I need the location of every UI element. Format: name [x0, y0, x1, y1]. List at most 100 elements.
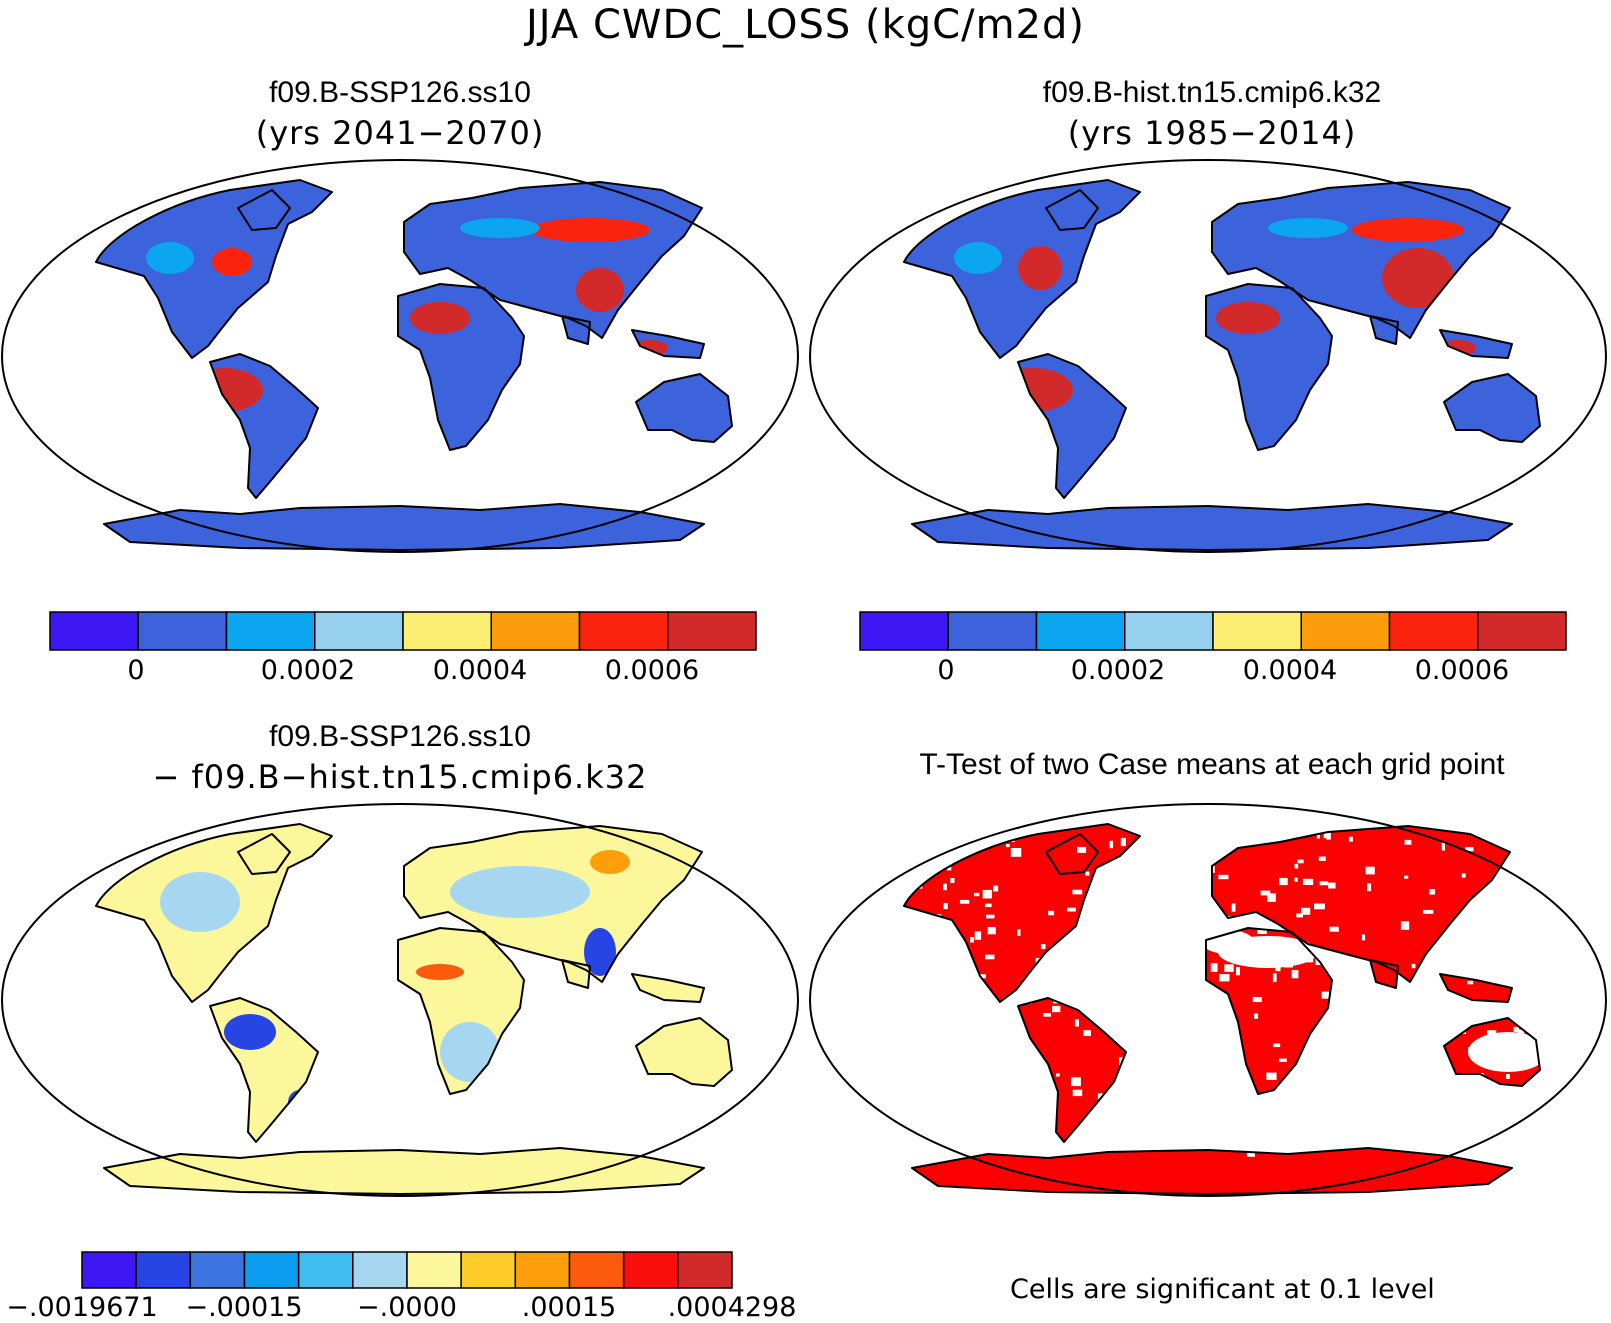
map-br-fill-insig-cell — [1367, 883, 1372, 892]
colorbar-tl-bin-2 — [225, 611, 316, 651]
map-br-fill-insig-cell — [1109, 840, 1114, 849]
map-br-fill-insig-cell — [1236, 1133, 1240, 1139]
map-tl-fill-region-2 — [576, 268, 624, 312]
map-br-fill-insig-cell — [1093, 1122, 1102, 1128]
map-tr-fill-region-2 — [1382, 248, 1454, 308]
map-br-fill-insig-cell — [1206, 835, 1211, 843]
map-tr-fill-region-7 — [954, 242, 1002, 274]
map-br-fill-insig-cell — [1107, 995, 1112, 1002]
map-br-fill-insig-cell — [1072, 1089, 1083, 1097]
map-bl-fill-region-4 — [590, 850, 630, 874]
map-br-fill-insig-cell — [1056, 986, 1061, 991]
colorbar-bl-bin-0 — [81, 1251, 137, 1289]
panel-tr-subtitle: (yrs 1985−2014) — [1067, 114, 1357, 152]
colorbar-bl-bin-9 — [568, 1251, 625, 1289]
map-tl-fill-region-8 — [460, 218, 540, 238]
map-br-fill-insig-cell — [1288, 955, 1293, 959]
map-br-fill-insig-cell — [1348, 836, 1353, 842]
map-br-fill-insig-cell — [983, 1063, 992, 1073]
map-tl-border — [1, 159, 799, 553]
map-br-fill-insig-cell — [1219, 974, 1230, 982]
map-br-fill-insig-cell — [1060, 983, 1064, 990]
map-bl-fill — [95, 823, 733, 1195]
map-br-fill-insig-cell — [1441, 842, 1445, 851]
map-br-fill-insig-cell — [1456, 1095, 1463, 1104]
map-tl-fill-coast-africa — [397, 283, 525, 451]
map-br-fill-insig-cell — [1214, 848, 1220, 855]
map-br-fill-insig-cell — [906, 910, 911, 916]
map-tr-fill-region-0 — [993, 368, 1073, 412]
map-br-fill-insig-cell — [1392, 1067, 1401, 1072]
map-bl-fill-land-base — [96, 824, 732, 1194]
map-bl-fill-coast-greenland — [237, 833, 291, 875]
map-br-fill-insig-cell — [1348, 1003, 1353, 1012]
map-tl-fill-coast-australia — [635, 373, 733, 443]
map-br-fill-insig-cell — [1074, 1129, 1083, 1139]
panel-tr-title: f09.B-hist.tn15.cmip6.k32 — [1042, 76, 1382, 109]
colorbar-bl-bin-7 — [460, 1251, 517, 1289]
map-tl-fill-region-5 — [290, 464, 310, 492]
map-br-fill-insig-cell — [1178, 1100, 1186, 1106]
map-br-fill-insig-cell — [1275, 963, 1281, 972]
map-br-fill-insig-cell — [1260, 890, 1271, 896]
map-br-fill-insig-cell — [905, 940, 914, 944]
map-br-fill-insig-cell — [1006, 1086, 1015, 1094]
cbar-bl-tick-1: −.00015 — [185, 1292, 303, 1323]
cbar-tr-tick-2: 0.0004 — [1242, 655, 1338, 686]
map-br-fill-insig-cell — [1283, 960, 1293, 968]
map-br-fill-insig-cell — [1128, 912, 1134, 917]
map-br-fill-insig-cell — [1509, 936, 1516, 942]
map-br-fill-insig-cell — [1203, 1041, 1211, 1046]
map-br-fill-insig-cell — [916, 1012, 926, 1020]
map-br-fill-insig-cell — [1302, 878, 1314, 885]
map-br-fill-insig-cell — [1294, 877, 1298, 882]
map-tr-fill-land-base — [904, 180, 1540, 550]
colorbar-bl-bin-10 — [622, 1251, 679, 1289]
map-br-fill-insig-cell — [1236, 966, 1240, 976]
map-br-fill-insig-cell — [1516, 1087, 1527, 1092]
map-br-fill-insig-cell — [1252, 997, 1262, 1003]
map-br-fill-insig-cell — [1328, 882, 1336, 889]
colorbar-tl-bin-6 — [578, 611, 669, 651]
panel-bl-title: f09.B-SSP126.ss10 — [269, 720, 531, 753]
map-br-fill-insig-cell — [1367, 1130, 1371, 1139]
map-tl-fill-coast-south-america — [209, 353, 319, 499]
map-br-fill-insig-cell — [1532, 968, 1540, 976]
map-br-fill-insig-cell — [1523, 1146, 1529, 1151]
cbar-tr-tick-1: 0.0002 — [1070, 655, 1166, 686]
map-br-fill-insig-cell — [1279, 877, 1288, 886]
map-br-fill-insig-cell — [1429, 1024, 1433, 1031]
map-tr-fill-coast-australia — [1443, 373, 1541, 443]
map-br-fill-insig-cell — [1194, 882, 1202, 887]
map-br-fill-insig-cell — [966, 990, 973, 996]
map-br-fill-insig-cell — [1087, 897, 1091, 905]
map-br-fill-insig-cell — [1429, 889, 1436, 895]
map-br-fill-insig-cell — [1241, 921, 1248, 926]
map-br-fill-insig-cell — [1354, 1111, 1361, 1118]
cbar-bl-tick-2: −.0000 — [357, 1292, 457, 1323]
map-br-fill-insig-cell — [1173, 853, 1177, 862]
map-br-fill-insig-cell — [1512, 996, 1516, 1002]
map-br-fill-insig-cell — [1010, 848, 1022, 857]
map-tr-fill-region-3 — [1352, 218, 1464, 242]
map-bl-fill-region-0 — [160, 872, 240, 932]
map-br-fill-insig-cell — [1487, 1030, 1497, 1038]
map-br-fill-insig-cell — [1365, 866, 1375, 875]
map-br-fill-insig-cell — [1517, 1029, 1525, 1037]
colorbar-tr-bin-5 — [1300, 611, 1391, 651]
map-br-fill-insig-cell — [1520, 858, 1530, 862]
cbar-tl-tick-2: 0.0004 — [432, 655, 528, 686]
map-br-fill-insig-cell — [1352, 1047, 1357, 1056]
map-br-fill-insig-cell — [973, 892, 980, 897]
map-br-fill-insig-cell — [1349, 1097, 1361, 1102]
map-br-fill-coast-africa — [1205, 927, 1333, 1095]
map-br-fill-insig-cell — [904, 1145, 909, 1150]
map-br-fill-land — [904, 824, 1540, 1194]
colorbar-tr — [859, 611, 1567, 651]
map-br-fill-insig-cell — [1118, 1033, 1123, 1040]
map-br-fill-insig-cell — [1273, 1043, 1281, 1048]
map-tr-fill-coast-north-america — [903, 179, 1141, 359]
map-br-fill-insig-cell — [1309, 1132, 1314, 1140]
map-br-fill-insig-cell — [1157, 903, 1164, 907]
map-br-fill-insig-cell — [1505, 937, 1514, 944]
